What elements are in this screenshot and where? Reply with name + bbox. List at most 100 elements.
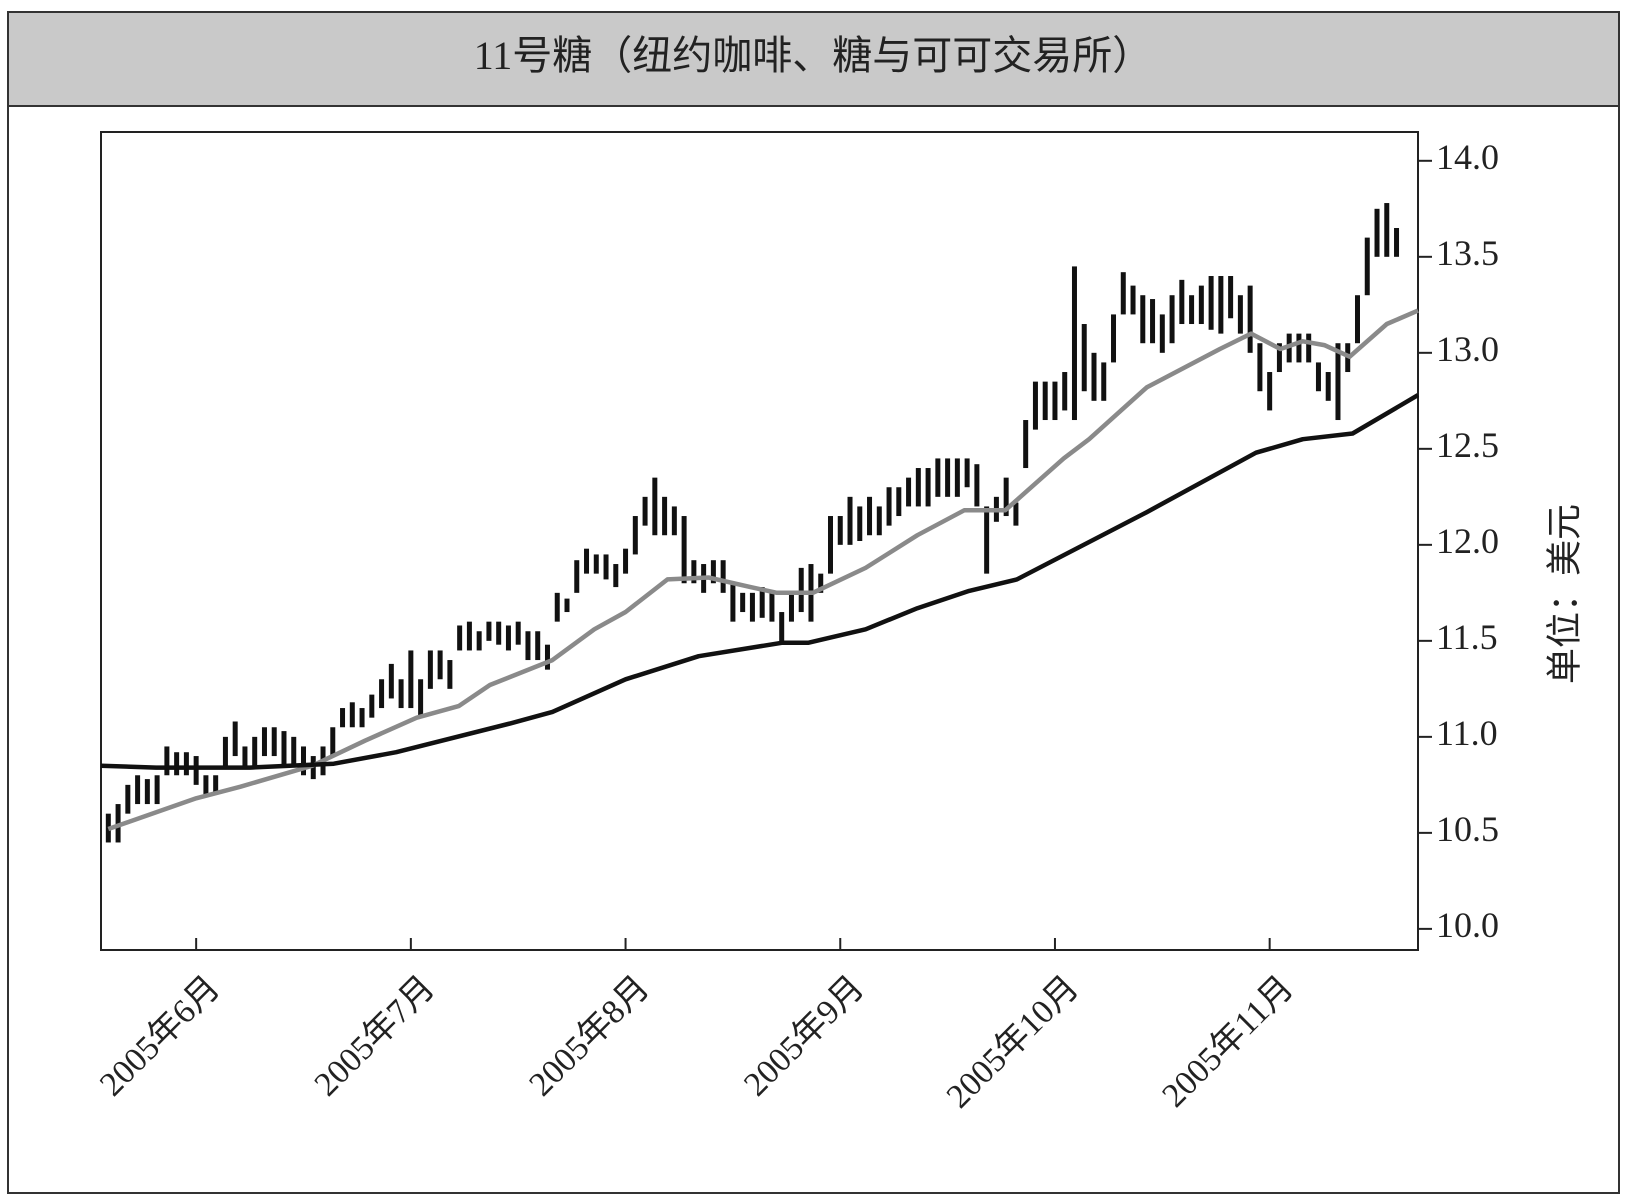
price-bar: [135, 775, 141, 805]
price-bar: [720, 560, 726, 593]
price-bar: [964, 458, 970, 488]
price-bar: [242, 746, 248, 766]
price-bar: [896, 487, 902, 517]
price-bar: [1120, 272, 1126, 315]
chart-title: 11号糖（纽约咖啡、糖与可可交易所）: [474, 33, 1153, 78]
price-bar: [935, 458, 941, 497]
price-bar: [505, 625, 511, 651]
price-bar: [623, 548, 629, 574]
price-bar: [1354, 295, 1360, 344]
price-bar: [408, 650, 414, 709]
price-bar: [1003, 477, 1009, 517]
y-tick-label: 12.5: [1436, 425, 1499, 465]
price-bar: [174, 752, 180, 776]
price-bar: [906, 477, 912, 507]
price-bar: [466, 621, 472, 651]
price-bar: [1208, 276, 1214, 330]
price-bar: [867, 496, 873, 536]
price-bar: [1042, 381, 1048, 421]
y-axis-label: 单位：美元: [1544, 504, 1584, 684]
price-bar: [164, 746, 170, 776]
price-bar: [261, 727, 267, 757]
price-bar: [476, 631, 482, 651]
price-bar: [749, 592, 755, 622]
price-bar: [379, 679, 385, 709]
price-bar: [369, 694, 375, 718]
price-bar: [1276, 343, 1282, 373]
price-bar: [1306, 333, 1312, 363]
price-bar: [1062, 372, 1068, 411]
price-bar: [1315, 362, 1321, 392]
frame: [7, 11, 1620, 1194]
price-bar: [232, 721, 238, 757]
price-bar: [271, 727, 277, 757]
price-bar: [779, 612, 785, 645]
price-bar: [1189, 295, 1195, 325]
price-bar: [535, 631, 541, 661]
price-bar: [632, 516, 638, 555]
price-bar: [281, 731, 287, 766]
price-bar: [1023, 420, 1029, 469]
price-bar: [554, 592, 560, 622]
price-bar: [183, 752, 189, 776]
price-bar: [769, 592, 775, 622]
y-tick-label: 14.0: [1436, 137, 1499, 177]
price-bar: [847, 496, 853, 545]
price-bar: [730, 583, 736, 622]
price-bar: [252, 736, 258, 766]
price-bar: [1267, 372, 1273, 411]
price-bar: [418, 679, 424, 718]
price-bar: [603, 554, 609, 580]
price-bar: [193, 756, 199, 785]
price-bar: [1150, 299, 1156, 344]
price-bar: [671, 506, 677, 536]
price-bar: [584, 548, 590, 574]
price-bar: [213, 775, 219, 795]
price-bar: [925, 468, 931, 507]
price-bar: [1228, 276, 1234, 319]
price-bar: [1159, 314, 1165, 353]
price-bar: [788, 592, 794, 622]
y-tick-label: 13.0: [1436, 329, 1499, 369]
price-bar: [447, 660, 453, 689]
y-tick-label: 11.0: [1436, 713, 1498, 753]
price-bar: [1237, 295, 1243, 334]
price-bar: [642, 496, 648, 526]
y-tick-label: 12.0: [1436, 521, 1499, 561]
price-bar: [330, 727, 336, 757]
price-bar: [1111, 314, 1117, 363]
price-bar: [1335, 343, 1341, 421]
price-bar: [1374, 208, 1380, 257]
price-bar: [574, 560, 580, 593]
price-bar: [1325, 372, 1331, 401]
price-bar: [144, 779, 150, 805]
price-bar: [1052, 381, 1058, 421]
price-bar: [1081, 324, 1087, 392]
price-bar: [613, 564, 619, 588]
price-bar: [1071, 266, 1077, 421]
price-bar: [398, 679, 404, 709]
price-bar: [652, 477, 658, 536]
price-bar: [1140, 295, 1146, 344]
price-bar: [340, 708, 346, 728]
price-bar: [515, 621, 521, 645]
price-bar: [886, 487, 892, 526]
price-bar: [945, 458, 951, 497]
price-bar: [1091, 352, 1097, 401]
price-bar: [525, 631, 531, 661]
price-bar: [301, 746, 307, 776]
price-bar: [662, 496, 668, 536]
price-bar: [740, 592, 746, 613]
price-bar: [1198, 285, 1204, 325]
price-bar: [564, 598, 570, 613]
price-bar: [1364, 237, 1370, 296]
price-bar: [496, 621, 502, 645]
price-bar: [1257, 343, 1263, 392]
price-bar: [827, 516, 833, 574]
price-bar: [427, 650, 433, 689]
y-tick-label: 10.0: [1436, 905, 1499, 945]
price-bar: [1179, 279, 1185, 325]
price-bar: [984, 506, 990, 574]
price-bar: [1384, 203, 1390, 257]
